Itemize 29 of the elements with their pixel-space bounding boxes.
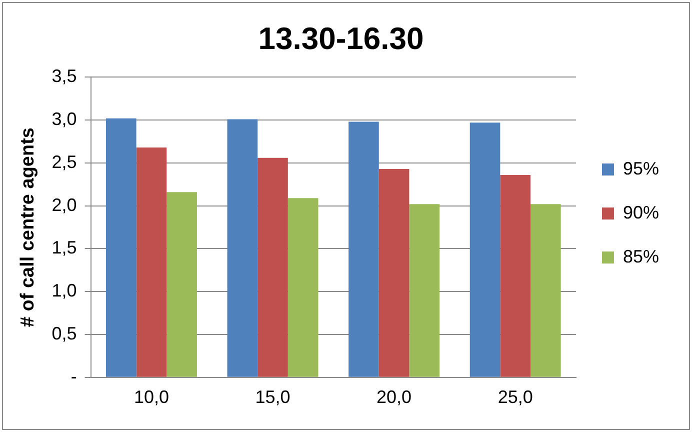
bar [227,119,258,377]
y-tick-label: 1,0 [52,280,77,301]
y-tick-label: 2,5 [52,152,77,172]
x-tick-label: 25,0 [498,387,533,408]
y-tick-label: 2,0 [52,194,77,215]
y-axis-title: # of call centre agents [18,128,39,328]
y-tick-label: 0,5 [52,323,77,344]
legend-label: 90% [622,202,660,222]
bar [166,192,197,377]
y-tick-label: - [70,366,77,386]
legend-label: 95% [622,158,660,178]
bar [258,158,288,377]
bar [348,122,379,377]
bar [470,122,500,377]
x-tick-label: 15,0 [255,387,290,408]
legend-label: 85% [622,246,660,266]
x-tick-label: 10,0 [134,387,169,408]
bar [530,204,561,377]
y-tick-label: 3,5 [52,66,77,86]
bar [136,148,167,377]
y-tick-label: 1,5 [52,238,77,258]
chart-title: 13.30-16.30 [258,21,424,56]
x-tick-label: 20,0 [376,387,412,408]
bar [106,118,136,377]
bar [409,204,440,377]
bar [288,198,318,377]
bar [378,168,410,377]
y-tick-label: 3,0 [52,109,77,130]
bar [500,174,530,377]
